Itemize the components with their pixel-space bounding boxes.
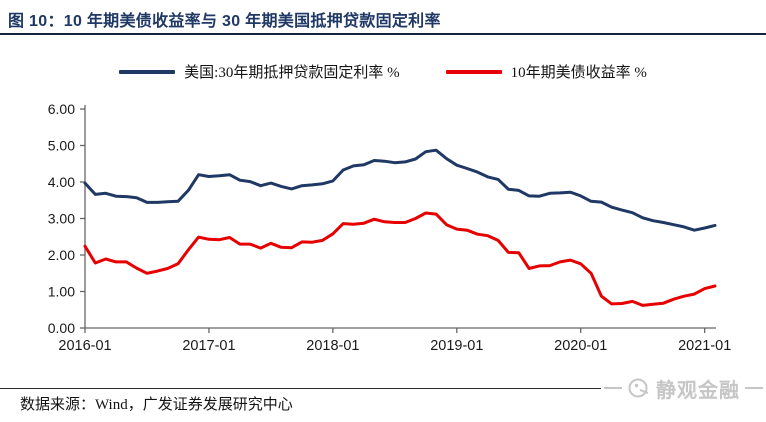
y-axis-tick-label: 1.00 <box>48 284 75 300</box>
x-axis-tick-label: 2021-01 <box>678 338 731 354</box>
series-path-1 <box>83 211 717 307</box>
watermark: 静观金融 <box>601 372 766 404</box>
data-source: 数据来源：Wind，广发证券发展研究中心 <box>20 397 293 413</box>
legend-item-mortgage-rate: 美国:30年期抵押贷款固定利率 % <box>119 61 400 82</box>
legend-label-mortgage-rate: 美国:30年期抵押贷款固定利率 % <box>184 65 400 81</box>
y-axis-tick-label: 3.00 <box>48 211 75 227</box>
y-axis-tick-label: 5.00 <box>48 138 75 154</box>
x-axis-tick-label: 2016-01 <box>58 338 111 354</box>
chart-legend: 美国:30年期抵押贷款固定利率 % 10年期美债收益率 % <box>0 61 766 82</box>
chart-svg: 0.00 1.00 2.00 3.00 4.00 5.00 6.00 2016-01 2017-… <box>48 101 732 354</box>
watermark-dash-right <box>745 387 763 389</box>
x-axis-tick-label: 2017-01 <box>182 338 235 354</box>
y-axis-tick-label: 4.00 <box>48 174 75 190</box>
title-divider <box>0 33 766 35</box>
x-axis-tick-label: 2020-01 <box>554 338 607 354</box>
chart-title: 图 10：10 年期美债收益率与 30 年期美国抵押贷款固定利率 <box>8 13 441 30</box>
legend-line-red <box>445 69 502 74</box>
y-axis-tick-label: 2.00 <box>48 247 75 263</box>
watermark-dash-left <box>604 387 622 389</box>
footer-divider <box>0 388 766 389</box>
x-axis-tick-label: 2019-01 <box>430 338 483 354</box>
y-axis-tick-label: 6.00 <box>48 101 75 117</box>
series-path-0 <box>83 148 717 232</box>
legend-label-treasury-yield: 10年期美债收益率 % <box>510 65 647 81</box>
y-axis-tick-label: 0.00 <box>48 320 75 336</box>
x-axis-tick-label: 2018-01 <box>306 338 359 354</box>
legend-item-treasury-yield: 10年期美债收益率 % <box>445 61 647 82</box>
watermark-logo-icon <box>628 378 649 398</box>
watermark-text: 静观金融 <box>656 379 740 402</box>
legend-line-navy <box>119 69 176 74</box>
